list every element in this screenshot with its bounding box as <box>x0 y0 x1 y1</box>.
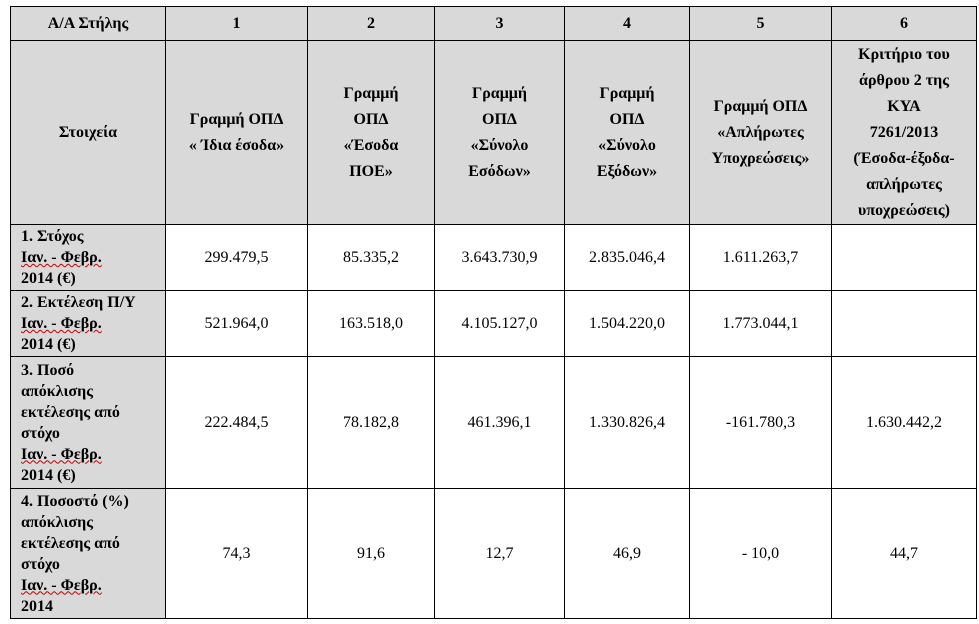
column-number: 2 <box>307 6 435 41</box>
table-cell: 1.504.220,0 <box>564 290 690 357</box>
label-line: 1. Στόχος <box>21 228 84 245</box>
table-cell: 91,6 <box>307 488 435 619</box>
column-title: Κριτήριο του άρθρου 2 της ΚΥΑ 7261/2013 … <box>831 40 977 225</box>
row-label: 4. Ποσοστό (%) απόκλισης εκτέλεσης από σ… <box>10 488 166 619</box>
row-label: 3. Ποσό απόκλισης εκτέλεσης από στόχο Ια… <box>10 356 166 489</box>
table-cell: - 10,0 <box>689 488 832 619</box>
title-line: Γραμμή <box>472 84 527 102</box>
row-label-header: Στοιχεία <box>10 40 166 225</box>
table-cell: 163.518,0 <box>307 290 435 357</box>
column-title-row: Στοιχεία Γραμμή ΟΠΔ « Ίδια έσοδα» Γραμμή… <box>10 40 977 225</box>
table-cell: 222.484,5 <box>165 356 308 489</box>
title-line: Υποχρεώσεις» <box>711 149 810 167</box>
label-line: Ιαν. - Φεβρ. <box>21 445 102 463</box>
title-line: «Σύνολο <box>598 136 656 154</box>
table-cell: 3.643.730,9 <box>434 224 565 291</box>
table-cell: 74,3 <box>165 488 308 619</box>
table-cell: 78.182,8 <box>307 356 435 489</box>
table-container: Α/Α Στήλης 1 2 3 4 5 6 Στοιχεία Γραμμή Ο… <box>10 6 977 619</box>
title-line: ΠΟΕ» <box>349 162 393 180</box>
column-number: 3 <box>434 6 565 41</box>
label-line: εκτέλεσης από <box>21 403 120 421</box>
table-cell: 46,9 <box>564 488 690 619</box>
title-line: Γραμμή ΟΠΔ <box>189 110 284 128</box>
table-cell: 12,7 <box>434 488 565 619</box>
column-title: Γραμμή ΟΠΔ «Σύνολο Εξόδων» <box>564 40 690 225</box>
label-line: στόχο <box>21 424 60 442</box>
table-cell: 2.835.046,4 <box>564 224 690 291</box>
title-line: «Απλήρωτες <box>717 123 804 141</box>
table-row: 2. Εκτέλεση Π/Υ Ιαν. - Φεβρ. 2014 (€) 52… <box>10 290 977 357</box>
title-line: «Έσοδα <box>343 136 399 154</box>
table-row: 1. Στόχος Ιαν. - Φεβρ. 2014 (€) 299.479,… <box>10 224 977 291</box>
table-cell: 85.335,2 <box>307 224 435 291</box>
column-number-row: Α/Α Στήλης 1 2 3 4 5 6 <box>10 6 977 41</box>
table-row: 4. Ποσοστό (%) απόκλισης εκτέλεσης από σ… <box>10 488 977 619</box>
label-line: 3. Ποσό <box>21 361 75 379</box>
label-line: στόχο <box>21 555 60 573</box>
table-row: 3. Ποσό απόκλισης εκτέλεσης από στόχο Ια… <box>10 356 977 489</box>
column-number: 1 <box>165 6 308 41</box>
title-line: 7261/2013 <box>869 123 939 141</box>
title-line: Εξόδων» <box>596 162 658 180</box>
title-line: άρθρου 2 της <box>859 71 949 89</box>
aa-column-label: Α/Α Στήλης <box>10 6 166 41</box>
label-line: 2. Εκτέλεση Π/Υ <box>21 294 136 311</box>
table-cell: 1.773.044,1 <box>689 290 832 357</box>
title-line: ΟΠΔ <box>353 110 389 128</box>
table-cell: 44,7 <box>831 488 977 619</box>
budget-execution-table: Α/Α Στήλης 1 2 3 4 5 6 Στοιχεία Γραμμή Ο… <box>10 6 977 619</box>
title-line: Γραμμή <box>599 84 655 102</box>
table-cell: 521.964,0 <box>165 290 308 357</box>
title-line: ΟΠΔ <box>482 110 517 128</box>
title-line: υποχρεώσεις) <box>858 201 950 219</box>
table-cell: 4.105.127,0 <box>434 290 565 357</box>
table-cell: 1.611.263,7 <box>689 224 832 291</box>
column-title: Γραμμή ΟΠΔ «Απλήρωτες Υποχρεώσεις» <box>689 40 832 225</box>
column-title: Γραμμή ΟΠΔ « Ίδια έσοδα» <box>165 40 308 225</box>
table-cell <box>831 224 977 291</box>
label-line: απόκλισης <box>21 382 93 400</box>
label-line: απόκλισης <box>21 513 93 531</box>
title-line: απλήρωτες <box>866 175 942 193</box>
label-line: Ιαν. - Φεβρ. <box>21 315 102 332</box>
table-cell: 1.630.442,2 <box>831 356 977 489</box>
title-line: « Ίδια έσοδα» <box>188 136 285 154</box>
label-line: 4. Ποσοστό (%) <box>21 492 129 510</box>
column-number: 6 <box>831 6 977 41</box>
label-line: Ιαν. - Φεβρ. <box>21 249 102 266</box>
label-line: 2014 <box>21 597 53 615</box>
table-cell: -161.780,3 <box>689 356 832 489</box>
table-cell <box>831 290 977 357</box>
title-line: Κριτήριο του <box>858 45 950 63</box>
column-number: 5 <box>689 6 832 41</box>
column-title: Γραμμή ΟΠΔ «Έσοδα ΠΟΕ» <box>307 40 435 225</box>
row-label: 1. Στόχος Ιαν. - Φεβρ. 2014 (€) <box>10 224 166 291</box>
row-label: 2. Εκτέλεση Π/Υ Ιαν. - Φεβρ. 2014 (€) <box>10 290 166 357</box>
label-line: 2014 (€) <box>21 336 76 353</box>
table-cell: 1.330.826,4 <box>564 356 690 489</box>
title-line: Εσόδων» <box>468 162 531 180</box>
table-cell: 299.479,5 <box>165 224 308 291</box>
label-line: 2014 (€) <box>21 270 76 287</box>
title-line: ΚΥΑ <box>887 97 921 115</box>
table-cell: 461.396,1 <box>434 356 565 489</box>
label-line: εκτέλεσης από <box>21 534 120 552</box>
title-line: (Έσοδα-έξοδα- <box>853 149 955 167</box>
title-line: Γραμμή ΟΠΔ <box>713 97 808 115</box>
label-line: 2014 (€) <box>21 466 76 484</box>
column-title: Γραμμή ΟΠΔ «Σύνολο Εσόδων» <box>434 40 565 225</box>
column-number: 4 <box>564 6 690 41</box>
title-line: Γραμμή <box>343 84 399 102</box>
label-line: Ιαν. - Φεβρ. <box>21 576 102 594</box>
title-line: «Σύνολο <box>470 136 529 154</box>
title-line: ΟΠΔ <box>609 110 645 128</box>
